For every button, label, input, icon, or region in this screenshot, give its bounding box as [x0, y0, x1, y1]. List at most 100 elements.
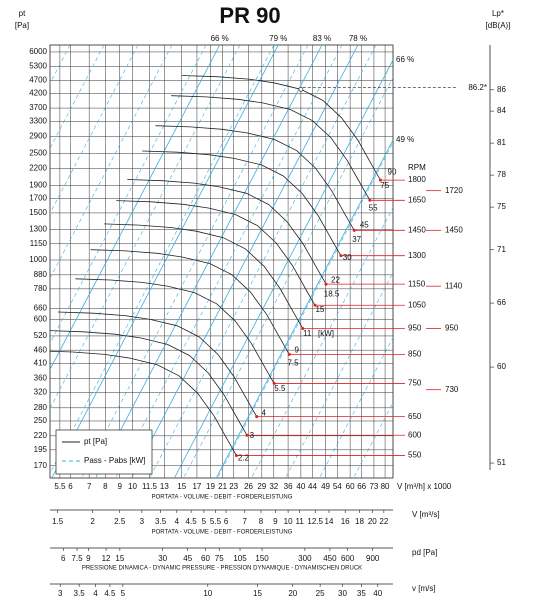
- axis-tick-label: 3: [140, 517, 145, 526]
- y-tick-label: 6000: [29, 47, 47, 56]
- plot-area: [50, 45, 393, 478]
- y-tick-label: 1900: [29, 181, 47, 190]
- fan-curve: [50, 330, 248, 436]
- axis-tick-label: 40: [373, 589, 382, 598]
- axis-tick-label: 1.5: [52, 517, 64, 526]
- power-label: 75: [380, 181, 389, 190]
- x-tick-label: 13: [160, 482, 169, 491]
- x-tick-label: 36: [284, 482, 293, 491]
- x-tick-label: 60: [346, 482, 355, 491]
- lp-tick-label: 84: [497, 106, 506, 115]
- y-tick-label: 360: [34, 374, 48, 383]
- x-tick-label: 19: [206, 482, 215, 491]
- speed-label: 1300: [408, 251, 426, 260]
- axis-title: V [m³/s]: [412, 510, 440, 519]
- y-tick-label: 880: [34, 270, 48, 279]
- x-tick-label: 44: [308, 482, 317, 491]
- y-tick-label: 280: [34, 403, 48, 412]
- axis-tick-label: 15: [115, 554, 124, 563]
- y-tick-label: 460: [34, 345, 48, 354]
- fan-curve: [90, 249, 290, 355]
- power-label: 2.2: [238, 454, 250, 463]
- x-title: V [m³/h] x 1000: [397, 482, 452, 491]
- fan-curve: [104, 223, 304, 329]
- legend-label: Pass - Pabs [kW]: [84, 456, 145, 465]
- system-line-dashed: [50, 45, 275, 474]
- y-tick-label: 660: [34, 303, 48, 312]
- legend-box: [55, 429, 153, 475]
- efficiency-line: [215, 139, 393, 478]
- fan-curve: [50, 350, 237, 456]
- system-line-dashed: [50, 45, 241, 409]
- power-label: 18.5: [324, 289, 340, 298]
- speed-label: 1150: [408, 279, 426, 288]
- system-line-dashed: [81, 45, 309, 478]
- kw-title: [kW]: [318, 329, 334, 338]
- y-tick-label: 1700: [29, 193, 47, 202]
- y-tick-label: 3300: [29, 116, 47, 125]
- y-tick-label: 1000: [29, 255, 47, 264]
- fan-curve: [181, 75, 381, 181]
- axis-tick-label: 450: [323, 554, 337, 563]
- axis-subtitle: PORTATA - VOLUME - DEBIT - FORDERLEISTUN…: [152, 530, 293, 536]
- x-tick-label: 29: [257, 482, 266, 491]
- fan-curve: [116, 200, 316, 306]
- x-tick-label: 23: [229, 482, 238, 491]
- x-tick-label: 7: [87, 482, 92, 491]
- system-line-dashed: [319, 336, 393, 478]
- power-label: 30: [343, 253, 352, 262]
- x-tick-label: 5.5: [54, 482, 66, 491]
- speed-label: 1800: [408, 175, 426, 184]
- system-line-dashed: [285, 271, 393, 478]
- x-tick-label: 9: [117, 482, 122, 491]
- power-label: 9: [294, 345, 299, 354]
- power-label: 22: [331, 275, 340, 284]
- efficiency-line: [50, 45, 221, 371]
- speed-point: [339, 254, 343, 258]
- power-label: 55: [369, 203, 378, 212]
- axis-tick-label: 5: [202, 517, 207, 526]
- power-label: 15: [315, 305, 324, 314]
- axis-tick-label: 9: [86, 554, 91, 563]
- efficiency-label: 78 %: [349, 34, 367, 43]
- fan-curve: [155, 125, 355, 231]
- x-tick-label: 80: [381, 482, 390, 491]
- y-tick-label: 3700: [29, 103, 47, 112]
- axis-tick-label: 20: [368, 517, 377, 526]
- axis-title: v [m/s]: [412, 584, 436, 593]
- axis-tick-label: 7.5: [71, 554, 83, 563]
- lp-tick-label: 60: [497, 362, 506, 371]
- axis-tick-label: 12: [102, 554, 111, 563]
- x-tick-label: 26: [244, 482, 253, 491]
- power-label: 90: [388, 167, 397, 176]
- axis-tick-label: 5.5: [210, 517, 222, 526]
- y-tick-label: 5300: [29, 61, 47, 70]
- x-subtitle: PORTATA - VOLUME - DEBIT - FORDERLEISTUN…: [152, 495, 293, 501]
- axis-tick-label: 10: [284, 517, 293, 526]
- power-label: 3: [250, 431, 255, 440]
- speed-label: 650: [408, 412, 422, 421]
- speed-point: [301, 327, 305, 331]
- speed-label: 600: [408, 430, 422, 439]
- x-tick-label: 32: [269, 482, 278, 491]
- power-label: 37: [352, 235, 361, 244]
- speed-label: 950: [408, 324, 422, 333]
- fan-curve: [171, 95, 371, 201]
- speed-point: [234, 453, 238, 457]
- axis-tick-label: 900: [366, 554, 380, 563]
- x-tick-label: 40: [296, 482, 305, 491]
- system-line-dashed: [183, 76, 393, 478]
- y-tick-label: 2500: [29, 149, 47, 158]
- efficiency-line: [95, 45, 323, 478]
- chart-title: PR 90: [219, 3, 280, 28]
- lp-tick-label: 66: [497, 298, 506, 307]
- power-label: 4: [261, 408, 266, 417]
- lp-speed-label: 1450: [445, 225, 463, 234]
- y-tick-label: 780: [34, 284, 48, 293]
- lp-speed-label: 1140: [445, 281, 463, 290]
- speed-point: [352, 228, 356, 232]
- lp-tick-label: 86: [497, 85, 506, 94]
- axis-tick-label: 4: [175, 517, 180, 526]
- lp-title: Lp*: [492, 9, 504, 18]
- efficiency-line: [174, 59, 393, 478]
